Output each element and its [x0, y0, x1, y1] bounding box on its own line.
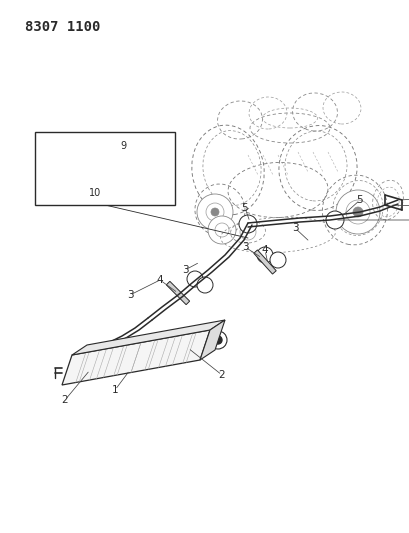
Circle shape: [214, 223, 229, 237]
Text: 5: 5: [241, 203, 248, 213]
Circle shape: [147, 165, 153, 171]
Circle shape: [81, 361, 99, 379]
Text: 10: 10: [89, 188, 101, 198]
Circle shape: [335, 190, 379, 234]
Circle shape: [211, 208, 218, 216]
Circle shape: [175, 339, 193, 357]
Text: 5: 5: [356, 195, 362, 205]
Circle shape: [209, 331, 227, 349]
Circle shape: [270, 252, 285, 268]
Text: 2: 2: [61, 395, 68, 405]
Circle shape: [85, 365, 95, 375]
Polygon shape: [62, 330, 209, 385]
Circle shape: [66, 164, 74, 172]
Circle shape: [205, 203, 223, 221]
Polygon shape: [72, 320, 225, 355]
Circle shape: [200, 280, 209, 290]
Circle shape: [187, 271, 202, 287]
Circle shape: [196, 194, 232, 230]
Circle shape: [107, 143, 117, 153]
Text: 8307 1100: 8307 1100: [25, 20, 100, 34]
Text: 2: 2: [218, 370, 225, 380]
Circle shape: [256, 247, 272, 263]
Circle shape: [239, 224, 255, 240]
Circle shape: [329, 215, 339, 225]
Circle shape: [207, 216, 236, 244]
Text: 3: 3: [126, 290, 133, 300]
Text: 3: 3: [181, 265, 188, 275]
Circle shape: [243, 219, 252, 229]
Circle shape: [144, 162, 155, 174]
Circle shape: [345, 200, 369, 224]
Polygon shape: [200, 320, 225, 360]
Circle shape: [110, 146, 114, 150]
Polygon shape: [253, 250, 276, 274]
Polygon shape: [166, 281, 189, 305]
Circle shape: [180, 343, 189, 353]
Text: 4: 4: [156, 275, 163, 285]
Circle shape: [238, 215, 256, 233]
Circle shape: [213, 336, 221, 344]
Text: 4: 4: [261, 245, 267, 255]
Text: 3: 3: [291, 223, 298, 233]
Circle shape: [272, 255, 282, 265]
Circle shape: [325, 211, 343, 229]
Text: 9: 9: [120, 141, 126, 151]
Circle shape: [352, 207, 362, 217]
Circle shape: [259, 250, 270, 260]
Text: 3: 3: [241, 242, 248, 252]
Circle shape: [189, 274, 200, 284]
Bar: [35, 132, 175, 205]
Text: 1: 1: [111, 385, 118, 395]
Circle shape: [196, 277, 213, 293]
